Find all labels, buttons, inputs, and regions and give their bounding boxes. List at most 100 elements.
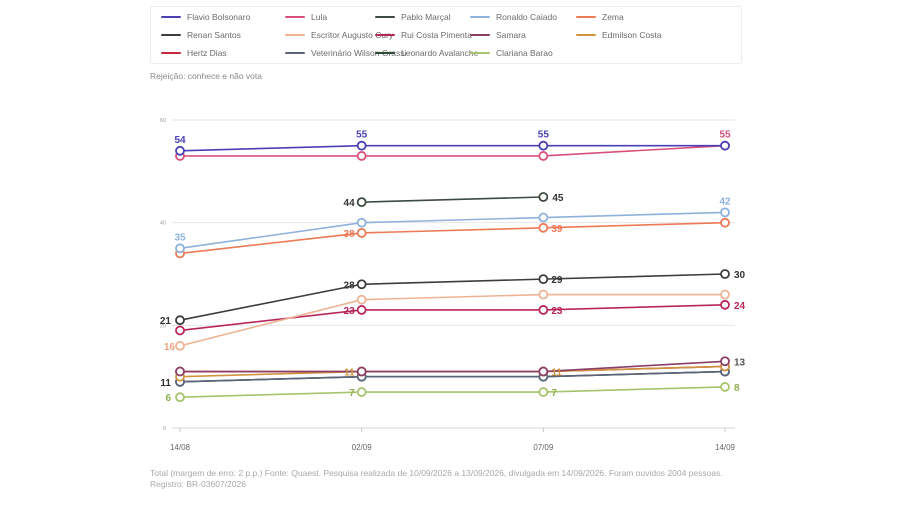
y-tick-label: 60 [160, 118, 166, 124]
data-point [356, 151, 367, 161]
x-tick-label: 14/08 [170, 443, 191, 452]
data-label: 45 [552, 193, 564, 204]
legend-item[interactable]: Leonardo Avalanche [375, 46, 478, 60]
legend-label: Edmilson Costa [602, 30, 662, 40]
data-label: 11 [160, 378, 171, 389]
data-point [538, 140, 549, 151]
data-label: 7 [551, 388, 557, 399]
data-point [538, 192, 549, 202]
series-line-group [175, 382, 730, 403]
series-line [179, 386, 726, 398]
legend-label: Veterinário Wilson Grassi [311, 48, 407, 58]
legend-swatch [375, 52, 395, 54]
data-point [720, 207, 730, 218]
legend-item[interactable]: Edmilson Costa [576, 28, 662, 42]
data-point [175, 366, 185, 377]
legend-item[interactable]: Hertz Dias [161, 46, 227, 60]
data-label: 55 [719, 130, 731, 141]
data-point [175, 145, 185, 156]
series-line-group [175, 140, 730, 161]
legend-swatch [161, 16, 181, 18]
data-label: 24 [734, 301, 746, 312]
data-label: 28 [344, 280, 356, 291]
y-tick-label: 40 [160, 221, 166, 227]
data-label: 6 [165, 393, 171, 404]
legend-swatch [375, 34, 395, 36]
data-point [175, 392, 185, 403]
data-point [538, 289, 549, 300]
data-point [175, 243, 185, 254]
legend-swatch [470, 52, 490, 54]
data-point [720, 356, 730, 367]
data-label: 35 [174, 232, 186, 243]
data-label: 55 [538, 130, 550, 141]
y-tick-label: 0 [163, 426, 166, 432]
legend-swatch [576, 34, 596, 36]
data-point [356, 366, 367, 377]
data-label: 38 [344, 229, 356, 240]
data-label: 44 [344, 198, 356, 209]
chart-subtitle: Rejeição: conhece e não vota [150, 71, 262, 81]
legend-item[interactable]: Lula [285, 10, 327, 24]
series-line [179, 144, 725, 152]
series-line [180, 144, 726, 157]
legend-item[interactable]: Clariana Barao [470, 46, 553, 60]
data-label: 16 [164, 342, 176, 353]
data-point [175, 315, 185, 326]
data-point [538, 151, 549, 161]
series-line-group [175, 140, 730, 156]
legend-label: Zema [602, 12, 624, 22]
series-line-group [175, 217, 730, 259]
series-line [179, 304, 726, 332]
legend-label: Rui Costa Pimenta [401, 30, 472, 40]
series-line-group [356, 192, 549, 208]
legend-swatch [285, 52, 305, 54]
data-point [720, 289, 730, 300]
data-label: 13 [734, 357, 746, 368]
data-label: 23 [344, 306, 356, 317]
legend-item[interactable]: Flavio Bolsonaro [161, 10, 250, 24]
data-point [356, 305, 367, 315]
data-point [356, 228, 367, 238]
data-point [538, 305, 549, 315]
legend-label: Pablo Marçal [401, 12, 451, 22]
legend-item[interactable]: Ronaldo Caiado [470, 10, 557, 24]
legend-item[interactable]: Samara [470, 28, 526, 42]
legend-item[interactable]: Rui Costa Pimenta [375, 28, 472, 42]
data-point [356, 217, 367, 228]
series-line-group [175, 289, 730, 351]
legend-label: Samara [496, 30, 526, 40]
data-point [356, 279, 367, 290]
data-label: 11 [551, 368, 562, 379]
legend-swatch [375, 16, 395, 18]
legend-item[interactable]: Zema [576, 10, 624, 24]
legend-swatch [470, 16, 490, 18]
data-point [538, 387, 549, 397]
data-point [175, 340, 185, 351]
data-label: 23 [551, 306, 563, 317]
data-label: 54 [174, 135, 186, 146]
data-point [356, 197, 367, 208]
series-line [179, 370, 726, 383]
legend-label: Leonardo Avalanche [401, 48, 479, 58]
legend-item[interactable]: Veterinário Wilson Grassi [285, 46, 406, 60]
data-label: 7 [349, 388, 355, 399]
legend-swatch [285, 34, 305, 36]
legend-label: Lula [311, 12, 328, 22]
data-point [356, 294, 367, 305]
data-point [538, 366, 549, 377]
data-label: 55 [356, 130, 368, 141]
legend-item[interactable]: Renan Santos [161, 28, 241, 42]
x-tick-label: 14/09 [715, 443, 736, 452]
series-line [361, 196, 544, 203]
legend-item[interactable]: Escritor Augusto Cury [285, 28, 393, 42]
chart-legend: Flavio Bolsonaro Lula Pablo Marçal Ronaldo … [150, 6, 742, 64]
legend-label: Renan Santos [187, 30, 241, 40]
data-label: 8 [734, 383, 740, 394]
legend-label: Clariana Barao [496, 48, 553, 58]
series-line-group [175, 207, 730, 254]
series-line-group [175, 356, 730, 377]
series-line [180, 360, 726, 373]
legend-swatch [161, 34, 181, 36]
legend-item[interactable]: Pablo Marçal [375, 10, 451, 24]
